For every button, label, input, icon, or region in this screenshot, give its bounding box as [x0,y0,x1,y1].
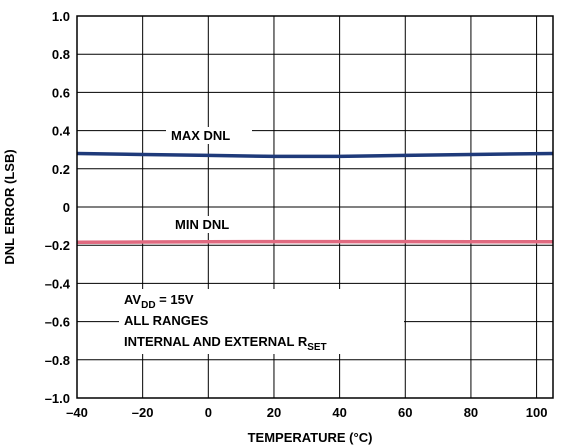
x-tick-label: 80 [464,405,478,420]
y-tick-label: –0.8 [45,353,70,368]
x-tick-label: 20 [267,405,281,420]
y-tick-label: 1.0 [52,9,70,24]
y-tick-label: 0.2 [52,162,70,177]
x-tick-label: –20 [132,405,154,420]
series-label-bg [170,216,242,233]
y-tick-label: –0.2 [45,238,70,253]
plot-frame [76,15,554,399]
conditions-annotation: AVDD = 15V ALL RANGES INTERNAL AND EXTER… [119,289,404,354]
x-tick-label: –40 [66,405,88,420]
annotation-line-2: ALL RANGES [124,313,209,328]
y-tick-label: 0.6 [52,85,70,100]
x-tick-label: 60 [398,405,412,420]
x-tick-label: 40 [332,405,346,420]
annotation-bg [119,289,404,354]
series-labels: MAX DNL MIN DNL [166,127,252,233]
y-tick-label: –1.0 [45,391,70,406]
series-line-max-dnl [76,151,554,159]
x-tick-labels: –40 –20 0 20 40 60 80 100 [66,405,547,420]
y-tick-label: 0.8 [52,47,70,62]
x-axis-label: TEMPERATURE (°C) [248,430,373,445]
y-tick-label: 0.4 [52,124,71,139]
y-tick-label: –0.6 [45,315,70,330]
y-tick-label: –0.4 [45,276,71,291]
series-label-bg [166,127,252,144]
series-label-min-dnl: MIN DNL [175,217,229,232]
annotation-line-3: INTERNAL AND EXTERNAL RSET [124,334,327,353]
y-tick-label: 0 [63,200,70,215]
x-tick-label: 0 [205,405,212,420]
series-line-min-dnl [76,239,553,245]
series-label-max-dnl: MAX DNL [171,128,230,143]
x-tick-label: 100 [526,405,548,420]
annotation-line-1: AVDD = 15V [124,292,194,311]
y-axis-label: DNL ERROR (LSB) [2,149,17,264]
y-tick-labels: 1.0 0.8 0.6 0.4 0.2 0 –0.2 –0.4 –0.6 –0.8 –1.0 [45,9,71,406]
series-layer [76,151,554,245]
